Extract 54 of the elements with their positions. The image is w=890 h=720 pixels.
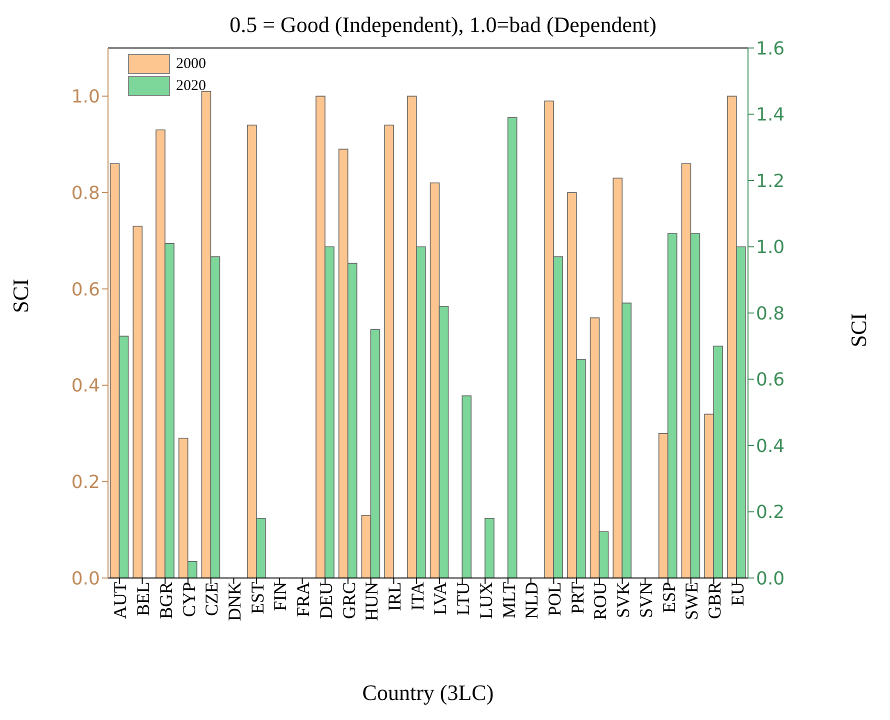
x-tick-label: BGR <box>156 582 176 620</box>
x-tick-label: HUN <box>362 582 382 621</box>
x-tick-label: FRA <box>293 582 314 618</box>
bar <box>462 395 472 578</box>
x-tick-label: BEL <box>133 582 154 616</box>
y2-tick-label: 0.4 <box>756 436 785 457</box>
x-tick-label: SWE <box>682 582 702 620</box>
y2-tick-label: 0.6 <box>756 370 785 391</box>
y2-axis-title: SCI <box>846 313 871 348</box>
legend-label: 2000 <box>176 56 206 72</box>
x-tick-label: NLD <box>522 582 542 619</box>
x-tick-label: POL <box>544 582 564 616</box>
bar <box>132 226 143 578</box>
x-tick-label: ITA <box>407 582 428 611</box>
y2-tick-label: 1.2 <box>756 170 785 192</box>
x-tick-label: SVN <box>636 582 656 618</box>
y2-tick-label: 0.2 <box>756 502 785 524</box>
y-tick-label: 0.2 <box>71 472 100 494</box>
bar <box>484 518 494 578</box>
y2-tick-label: 1.6 <box>756 38 785 60</box>
y-tick-label: 0.0 <box>71 568 100 590</box>
y-tick-label: 0.6 <box>71 279 100 300</box>
chart-title: 0.5 = Good (Independent), 1.0=bad (Dependent) <box>228 12 658 38</box>
x-axis-title: Country (3LC) <box>362 680 494 705</box>
legend-label: 2020 <box>176 78 206 94</box>
x-tick-label: DEU <box>316 582 336 619</box>
y-axis-title: SCI <box>8 278 33 313</box>
y2-tick-label: 1.0 <box>756 237 785 258</box>
x-tick-label: ESP <box>658 582 679 614</box>
x-tick-label: SVK <box>613 582 634 618</box>
x-tick-label: CYP <box>178 582 199 618</box>
y2-tick-label: 0.8 <box>756 303 785 324</box>
x-tick-label: DNK <box>224 582 244 621</box>
y-tick-label: 0.8 <box>71 182 100 204</box>
x-tick-label: FIN <box>270 582 290 612</box>
x-tick-label: EU <box>727 582 748 606</box>
x-tick-label: LUX <box>476 582 496 619</box>
y-tick-label: 1.0 <box>71 86 100 108</box>
y2-tick-label: 1.4 <box>756 104 785 126</box>
x-tick-label: GBR <box>704 582 724 620</box>
x-tick-label: LTU <box>453 582 474 616</box>
x-tick-label: CZE <box>202 582 222 616</box>
y2-tick-label: 0.0 <box>756 568 785 590</box>
x-tick-label: GRC <box>338 582 359 620</box>
x-tick-label: EST <box>247 582 268 614</box>
x-tick-label: IRL <box>384 582 404 611</box>
y-tick-label: 0.4 <box>71 376 100 397</box>
bar <box>507 117 518 578</box>
bar <box>384 124 394 578</box>
x-tick-label: ROU <box>590 582 610 620</box>
x-tick-label: LVA <box>430 582 450 616</box>
x-tick-label: PRT <box>567 582 588 614</box>
x-tick-label: AUT <box>110 582 130 619</box>
x-tick-label: MLT <box>498 582 519 618</box>
